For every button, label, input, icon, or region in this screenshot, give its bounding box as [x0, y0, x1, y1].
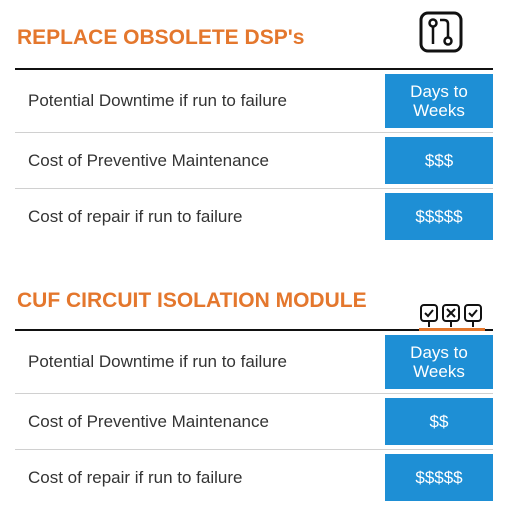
rows: Potential Downtime if run to failure Days… [15, 331, 493, 505]
table-row: Cost of repair if run to failure $$$$$ [15, 189, 493, 244]
row-label: Cost of Preventive Maintenance [28, 411, 269, 431]
circuit-icon [419, 11, 463, 53]
row-label: Potential Downtime if run to failure [28, 91, 287, 110]
row-value: $$$$$ [385, 193, 493, 240]
section-header: REPLACE OBSOLETE DSP's [15, 2, 493, 70]
section-title: REPLACE OBSOLETE DSP's [17, 26, 305, 49]
row-label: Cost of repair if run to failure [28, 206, 243, 226]
row-label: Cost of Preventive Maintenance [28, 150, 269, 170]
rows: Potential Downtime if run to failure Days… [15, 70, 493, 244]
table-row: Cost of repair if run to failure $$$$$ [15, 450, 493, 505]
table-row: Potential Downtime if run to failure Days… [15, 70, 493, 133]
section-header: CUF CIRCUIT ISOLATION MODULE [15, 263, 493, 331]
row-value: Days to Weeks [385, 74, 493, 128]
section: REPLACE OBSOLETE DSP's Potential Downtim… [15, 2, 493, 244]
row-label: Potential Downtime if run to failure [28, 352, 287, 371]
module-icon [419, 304, 485, 331]
table-row: Cost of Preventive Maintenance $$$ [15, 133, 493, 189]
table-row: Potential Downtime if run to failure Days… [15, 331, 493, 394]
row-label: Cost of repair if run to failure [28, 467, 243, 487]
row-value: $$$ [385, 137, 493, 184]
table-row: Cost of Preventive Maintenance $$ [15, 394, 493, 450]
row-value: $$$$$ [385, 454, 493, 501]
section-title: CUF CIRCUIT ISOLATION MODULE [17, 289, 367, 312]
row-value: $$ [385, 398, 493, 445]
section: CUF CIRCUIT ISOLATION MODULE Potential D… [15, 263, 493, 505]
row-value: Days to Weeks [385, 335, 493, 389]
